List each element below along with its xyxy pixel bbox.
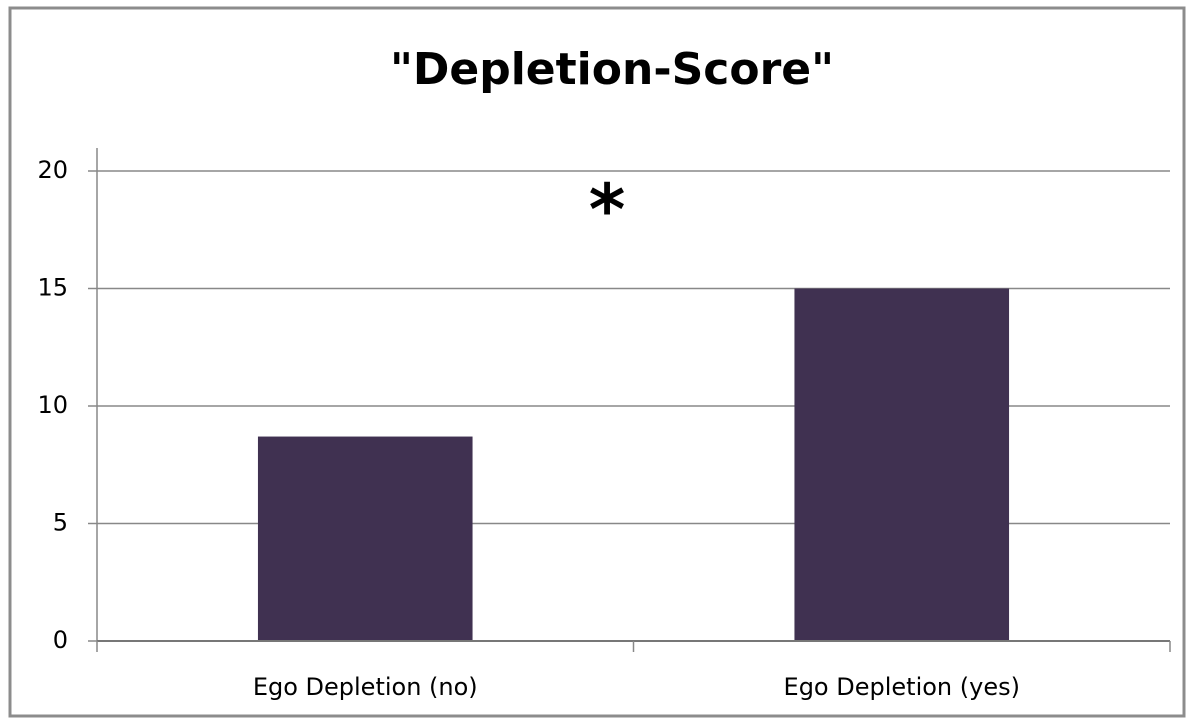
x-tick-label: Ego Depletion (yes) [784,673,1020,701]
annotation: * [589,169,626,251]
x-tick-label: Ego Depletion (no) [253,673,478,701]
chart-title: "Depletion-Score" [390,44,834,95]
y-tick-label: 20 [37,156,68,184]
y-tick-label: 5 [53,509,68,537]
y-tick-label: 15 [37,274,68,302]
y-tick-label: 0 [53,626,68,654]
bar [794,288,1010,641]
bar [257,436,473,641]
y-tick-label: 10 [37,391,68,419]
